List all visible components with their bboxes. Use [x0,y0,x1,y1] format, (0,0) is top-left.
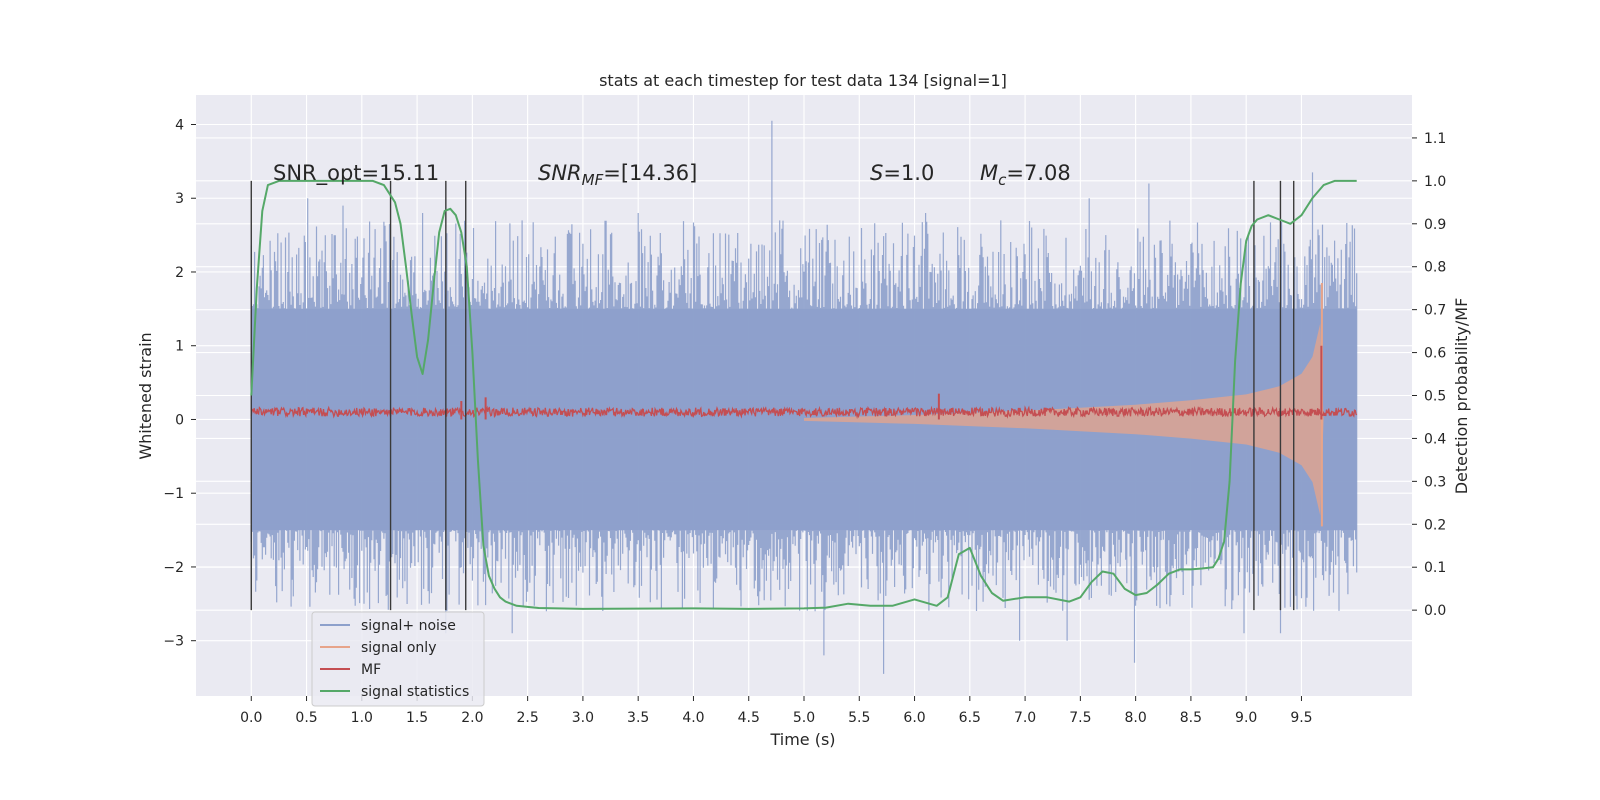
signal-only-envelope [804,323,1324,516]
x-axis-label: Time (s) [769,730,835,749]
x-tick-label-2: 1.0 [351,710,373,726]
y-right-tick-label-10: 1.0 [1424,174,1446,190]
y-left-tick-label-2: −1 [163,486,184,502]
x-tick-label-6: 3.0 [572,710,594,726]
annotation-snr-mf: SNRMF=[14.36] [538,161,697,189]
signal-statistics-line [250,179,1357,610]
legend-label-signal-only: signal only [361,640,436,656]
legend-label-mf: MF [361,662,381,678]
y-left-tick-label-6: 3 [175,191,184,207]
y-right-tick-label-3: 0.3 [1424,474,1446,490]
series-signal-statistics [250,179,1357,610]
x-tick-label-0: 0.0 [240,710,262,726]
x-tick-label-18: 9.0 [1235,710,1257,726]
x-tick-label-7: 3.5 [627,710,649,726]
y-right-tick-label-7: 0.7 [1424,303,1446,319]
x-tick-label-1: 0.5 [295,710,317,726]
annotation-s: S=1.0 [870,161,934,185]
x-tick-label-10: 5.0 [793,710,815,726]
x-tick-label-3: 1.5 [406,710,428,726]
annotation-s-symbol: S [870,161,883,185]
x-tick-label-15: 7.5 [1069,710,1091,726]
y-left-tick-label-7: 4 [175,117,184,133]
y-right-tick-label-4: 0.4 [1424,431,1446,447]
x-tick-label-9: 4.5 [738,710,760,726]
legend-label-signal-statistics: signal statistics [361,684,469,700]
y-right-tick-label-1: 0.1 [1424,560,1446,576]
y-right-tick-label-9: 0.9 [1424,217,1446,233]
y-left-tick-label-1: −2 [163,560,184,576]
y-axis-left: −3 −2 −1 0 1 2 3 4 [163,117,196,650]
y-right-tick-label-6: 0.6 [1424,346,1446,362]
x-axis: 0.0 0.5 1.0 1.5 2.0 2.5 3.0 3.5 4.0 4.5 5.0 5.5 6.0 6… [240,696,1313,726]
y-right-tick-label-11: 1.1 [1424,131,1446,147]
y-axis-right-label: Detection probability/MF [1452,298,1471,495]
annotation-mc-value: =7.08 [1006,161,1070,185]
annotation-s-value: =1.0 [883,161,934,185]
series-mf [250,345,1358,420]
x-tick-label-13: 6.5 [959,710,981,726]
y-axis-right: 0.0 0.1 0.2 0.3 0.4 0.5 0.6 0.7 0.8 0.9 1.0 1.1 [1412,131,1446,619]
y-right-tick-label-5: 0.5 [1424,389,1446,405]
chart-title: stats at each timestep for test data 134… [599,71,1007,90]
annotation-mc-symbol: M [980,161,998,185]
x-tick-label-16: 8.0 [1125,710,1147,726]
y-left-tick-label-4: 1 [175,339,184,355]
y-left-tick-label-0: −3 [163,634,184,650]
x-tick-label-12: 6.0 [903,710,925,726]
mf-trace [250,405,1358,420]
y-left-tick-label-3: 0 [175,412,184,428]
annotation-mc-sub: c [998,171,1007,189]
x-tick-label-8: 4.0 [682,710,704,726]
legend-label-signal-plus-noise: signal+ noise [361,618,456,634]
y-axis-left-label: Whitened strain [136,332,155,459]
x-tick-label-17: 8.5 [1180,710,1202,726]
annotation-mc: Mc=7.08 [980,161,1071,189]
annotation-snr-mf-value: =[14.36] [603,161,697,185]
y-right-tick-label-8: 0.8 [1424,260,1446,276]
annotation-snr-mf-symbol: SNR [538,161,582,185]
x-tick-label-4: 2.0 [461,710,483,726]
annotation-snr-opt: SNR_opt=15.11 [273,161,439,186]
legend: signal+ noise signal only MF signal stat… [311,611,485,707]
annotation-snr-mf-sub: MF [582,171,604,189]
x-tick-label-5: 2.5 [517,710,539,726]
y-right-tick-label-2: 0.2 [1424,517,1446,533]
legend-box [311,611,485,707]
y-left-tick-label-5: 2 [175,265,184,281]
x-tick-label-11: 5.5 [848,710,870,726]
vertical-markers [250,180,1295,611]
x-tick-label-19: 9.5 [1290,710,1312,726]
y-right-tick-label-0: 0.0 [1424,603,1446,619]
x-tick-label-14: 7.0 [1014,710,1036,726]
